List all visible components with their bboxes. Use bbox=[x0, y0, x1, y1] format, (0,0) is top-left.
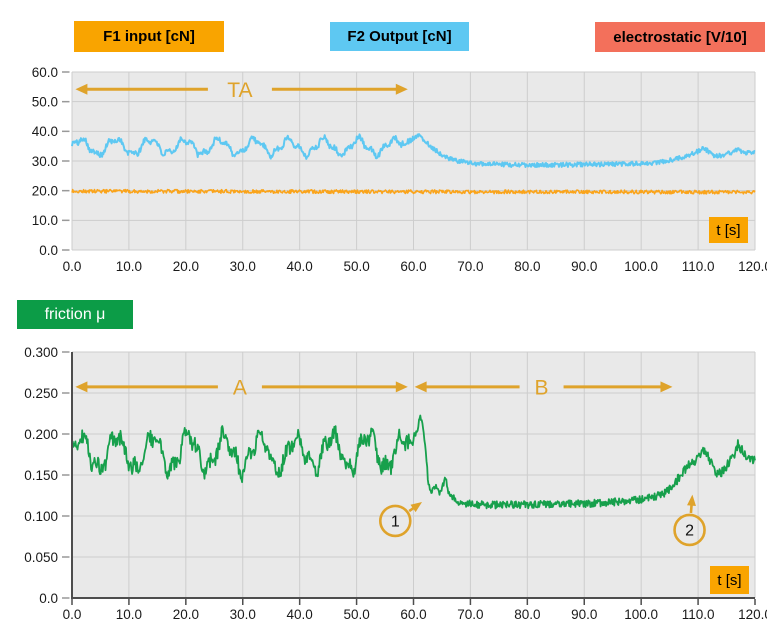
svg-text:0.0: 0.0 bbox=[63, 259, 82, 274]
svg-text:0.300: 0.300 bbox=[24, 345, 58, 360]
svg-text:110.0: 110.0 bbox=[682, 259, 715, 274]
svg-text:0.0: 0.0 bbox=[39, 243, 58, 258]
friction-plot-canvas: A B120.00.0500.1000.1500.2000.2500.3000.0… bbox=[24, 345, 767, 622]
svg-text:40.0: 40.0 bbox=[32, 124, 58, 139]
svg-text:90.0: 90.0 bbox=[571, 259, 597, 274]
svg-text:0.250: 0.250 bbox=[24, 386, 58, 401]
legend-f2-output: F2 Output [cN] bbox=[330, 22, 469, 51]
legend-f1-input: F1 input [cN] bbox=[74, 21, 224, 52]
forces-plot-canvas: TA 0.0 10.0 20.0 30.0 40.0 50.0 60.0 0.0 10.0 20.0… bbox=[32, 65, 767, 274]
svg-text:110.0: 110.0 bbox=[682, 607, 715, 622]
svg-text:1: 1 bbox=[391, 514, 400, 531]
svg-text:90.0: 90.0 bbox=[571, 607, 597, 622]
svg-text:30.0: 30.0 bbox=[32, 154, 58, 169]
svg-text:50.0: 50.0 bbox=[32, 95, 58, 110]
annotation-2: 2 bbox=[673, 494, 706, 547]
svg-text:120.0: 120.0 bbox=[738, 259, 767, 274]
svg-text:A: A bbox=[233, 376, 247, 399]
svg-text:120.0: 120.0 bbox=[738, 607, 767, 622]
svg-text:30.0: 30.0 bbox=[230, 259, 256, 274]
legend-friction-mu: friction μ bbox=[17, 300, 133, 329]
svg-text:10.0: 10.0 bbox=[116, 259, 142, 274]
series-F2 Output [cN] bbox=[71, 133, 756, 168]
svg-text:2: 2 bbox=[685, 523, 694, 540]
annotation-1: 1 bbox=[378, 502, 423, 538]
svg-text:0.100: 0.100 bbox=[24, 509, 58, 524]
svg-text:50.0: 50.0 bbox=[343, 607, 369, 622]
forces-chart: TA 0.0 10.0 20.0 30.0 40.0 50.0 60.0 0.0 10.0 20.0… bbox=[0, 60, 767, 292]
svg-text:0.0: 0.0 bbox=[39, 591, 58, 606]
svg-text:40.0: 40.0 bbox=[287, 259, 313, 274]
svg-text:0.050: 0.050 bbox=[24, 550, 58, 565]
svg-text:10.0: 10.0 bbox=[32, 213, 58, 228]
range-arrow-A: A bbox=[75, 376, 408, 399]
range-arrow-TA: TA bbox=[75, 79, 408, 102]
svg-text:0.200: 0.200 bbox=[24, 427, 58, 442]
svg-text:80.0: 80.0 bbox=[514, 259, 540, 274]
svg-text:100.0: 100.0 bbox=[624, 259, 658, 274]
forces-x-unit-label: t [s] bbox=[709, 217, 748, 243]
svg-text:50.0: 50.0 bbox=[343, 259, 369, 274]
svg-text:20.0: 20.0 bbox=[173, 607, 199, 622]
svg-text:80.0: 80.0 bbox=[514, 607, 540, 622]
svg-text:30.0: 30.0 bbox=[230, 607, 256, 622]
svg-text:40.0: 40.0 bbox=[287, 607, 313, 622]
series-F1 input [cN] bbox=[71, 188, 756, 195]
svg-text:0.150: 0.150 bbox=[24, 468, 58, 483]
x-axis-labels: 0.0 10.0 20.0 30.0 40.0 50.0 60.0 70.0 80.0 90.0 1… bbox=[63, 259, 767, 274]
x-axis-labels: 0.0 10.0 20.0 30.0 40.0 50.0 60.0 70.0 80.0 90.0 1… bbox=[63, 607, 767, 622]
friction-chart: A B 1 2 0.0 0.050 0.100 0.150 0.200 0.250 0.300 0.0… bbox=[0, 340, 767, 643]
y-axis-labels: 0.0 10.0 20.0 30.0 40.0 50.0 60.0 bbox=[32, 65, 70, 258]
svg-text:B: B bbox=[535, 376, 549, 399]
svg-text:60.0: 60.0 bbox=[400, 607, 426, 622]
svg-text:20.0: 20.0 bbox=[32, 184, 58, 199]
svg-text:TA: TA bbox=[227, 79, 252, 102]
svg-text:10.0: 10.0 bbox=[116, 607, 142, 622]
series-friction μ bbox=[71, 414, 756, 510]
legend-electrostatic: electrostatic [V/10] bbox=[595, 22, 765, 52]
y-axis-labels: 0.0 0.050 0.100 0.150 0.200 0.250 0.300 bbox=[24, 345, 70, 606]
svg-text:100.0: 100.0 bbox=[624, 607, 658, 622]
svg-text:0.0: 0.0 bbox=[63, 607, 82, 622]
svg-text:70.0: 70.0 bbox=[457, 259, 483, 274]
range-arrow-B: B bbox=[414, 376, 673, 399]
friction-x-unit-label: t [s] bbox=[710, 566, 749, 594]
svg-text:20.0: 20.0 bbox=[173, 259, 199, 274]
svg-text:60.0: 60.0 bbox=[32, 65, 58, 80]
svg-text:70.0: 70.0 bbox=[457, 607, 483, 622]
svg-text:60.0: 60.0 bbox=[400, 259, 426, 274]
